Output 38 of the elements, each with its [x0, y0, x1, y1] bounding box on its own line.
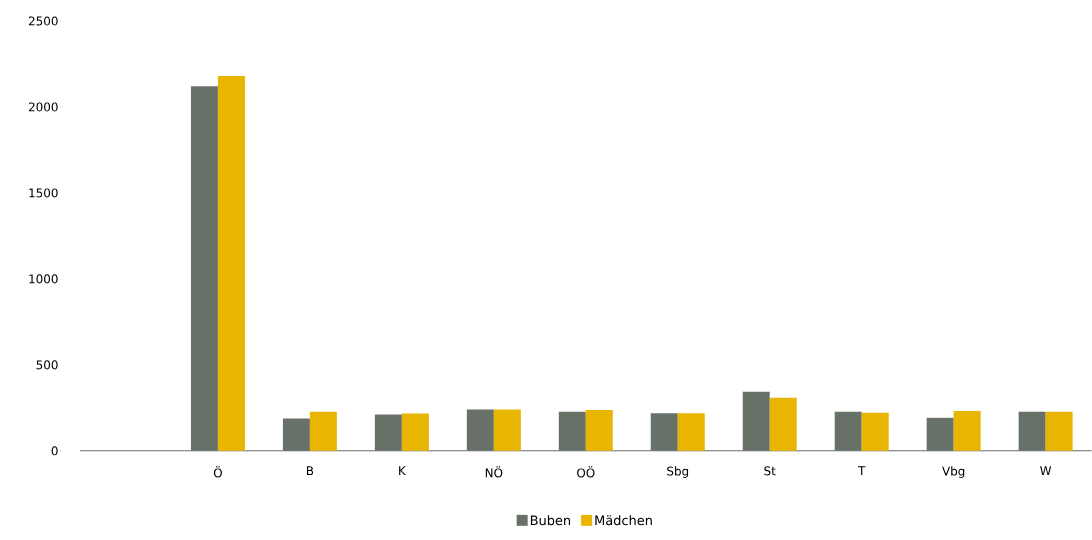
x-tick-label: NÖ: [485, 466, 503, 478]
y-tick-label: 1000: [29, 274, 58, 284]
x-tick-label: Sbg: [667, 466, 689, 478]
bar: [282, 418, 310, 451]
y-tick-label: 500: [36, 360, 58, 370]
bar: [953, 411, 981, 451]
bar: [466, 409, 494, 451]
bar: [742, 391, 770, 451]
bar: [401, 413, 429, 451]
bar: [493, 409, 521, 451]
bar: [769, 397, 797, 451]
bar: [309, 411, 337, 451]
y-tick-label: 0: [51, 446, 58, 456]
bar: [1045, 411, 1073, 451]
x-tick-label: T: [858, 466, 866, 476]
x-tick-label: Ö: [213, 466, 222, 478]
bar: [558, 411, 586, 451]
x-tick-label: OÖ: [577, 466, 595, 478]
legend-label: Mädchen: [595, 515, 652, 526]
bar: [650, 413, 678, 451]
bar: [677, 413, 705, 451]
bar: [217, 76, 245, 451]
bar: [190, 86, 218, 451]
x-tick-label: W: [1040, 466, 1052, 476]
legend-label: Buben: [530, 515, 571, 526]
bar: [926, 417, 954, 451]
x-tick-label: B: [306, 466, 314, 476]
x-tick-label: Vbg: [942, 466, 965, 478]
y-tick-label: 1500: [29, 188, 58, 198]
bar: [374, 414, 402, 451]
y-tick-label: 2000: [28, 102, 58, 112]
bar: [585, 410, 613, 451]
bar: [1018, 411, 1046, 451]
y-tick-label: 2500: [28, 16, 58, 26]
bar: [834, 411, 862, 451]
x-tick-label: K: [399, 466, 407, 476]
x-tick-label: St: [764, 466, 776, 476]
bar: [861, 412, 889, 451]
